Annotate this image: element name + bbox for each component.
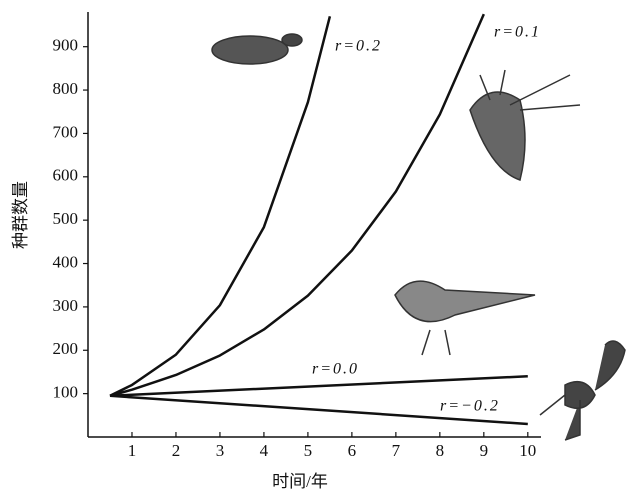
- series-line: [109, 16, 332, 397]
- y-tick-label: 900: [53, 36, 79, 55]
- y-tick-label: 500: [53, 209, 79, 228]
- series-line: [109, 13, 485, 398]
- series-line: [109, 394, 528, 426]
- series-line: [109, 375, 528, 398]
- x-tick-label: 7: [392, 441, 401, 460]
- y-tick-label: 300: [53, 296, 79, 315]
- y-axis-label: 种群数量: [11, 181, 30, 249]
- x-tick-label: 10: [519, 441, 536, 460]
- series-label: r=−0.2: [440, 398, 500, 415]
- illustrations: [211, 33, 626, 441]
- y-tick-label: 700: [53, 122, 79, 141]
- series-label: r=0.2: [335, 38, 382, 55]
- y-tick-label: 200: [53, 339, 79, 358]
- x-tick-label: 5: [304, 441, 313, 460]
- y-tick-label: 100: [53, 383, 79, 402]
- y-tick-label: 600: [53, 166, 79, 185]
- bird: [394, 280, 536, 323]
- x-tick-label: 2: [172, 441, 181, 460]
- bird-legs: [421, 329, 451, 356]
- turtle: [211, 35, 289, 65]
- x-tick-label: 3: [216, 441, 225, 460]
- x-tick-label: 9: [480, 441, 489, 460]
- x-tick-label: 4: [260, 441, 269, 460]
- x-tick-label: 1: [128, 441, 137, 460]
- series-label: r=0.0: [312, 361, 359, 378]
- antlers: [479, 69, 581, 111]
- y-tick-label: 400: [53, 252, 79, 271]
- scorpion: [539, 340, 626, 441]
- deer: [469, 91, 526, 181]
- x-tick-label: 6: [348, 441, 357, 460]
- turtle-head: [281, 33, 303, 47]
- x-axis-label: 时间/年: [272, 472, 328, 491]
- y-tick-label: 800: [53, 79, 79, 98]
- x-tick-label: 8: [436, 441, 445, 460]
- series-label: r=0.1: [494, 24, 541, 41]
